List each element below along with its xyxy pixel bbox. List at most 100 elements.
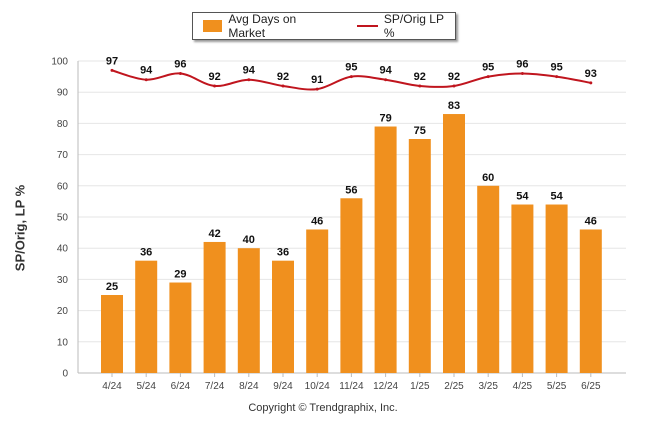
x-tick-label: 6/25: [581, 381, 601, 392]
bar: [272, 260, 294, 373]
bar: [477, 185, 500, 373]
bar: [340, 198, 363, 373]
bar: [237, 248, 260, 373]
y-tick-label: 10: [57, 337, 69, 348]
x-tick-label: 4/24: [102, 381, 122, 392]
y-tick-label: 80: [57, 119, 69, 130]
y-tick-label: 30: [57, 275, 69, 286]
bar-value-label: 83: [448, 100, 460, 112]
y-tick-label: 100: [51, 57, 68, 68]
x-tick-label: 3/25: [478, 381, 498, 392]
x-tick-label: 1/25: [410, 381, 430, 392]
bar-value-label: 36: [140, 247, 152, 259]
x-axis-ticks: 4/24 5/24 6/24 7/24 8/24 9/24 10/24 11/24 12/24 1…: [102, 373, 601, 392]
x-tick-label: 2/25: [444, 381, 464, 392]
y-axis-label: SP/Orig, LP %: [12, 184, 28, 272]
line-point: [589, 81, 593, 85]
bar: [203, 241, 226, 373]
y-tick-label: 90: [57, 88, 69, 99]
x-tick-label: 9/24: [273, 381, 293, 392]
y-tick-label: 50: [57, 213, 69, 224]
x-tick-label: 8/24: [239, 381, 259, 392]
bar-data-labels: 25 36 29 42 40 36 46 56 79 75 83 60 54 54 46: [106, 100, 597, 293]
line-value-label: 95: [345, 62, 357, 74]
bar: [408, 139, 431, 373]
bar-value-label: 42: [208, 228, 220, 240]
line-point: [247, 78, 251, 82]
y-tick-label: 20: [57, 306, 69, 317]
line-point: [555, 75, 559, 79]
bar-value-label: 36: [277, 247, 289, 259]
line-value-label: 97: [106, 55, 118, 67]
y-tick-label: 40: [57, 244, 69, 255]
line-point: [178, 71, 182, 75]
bar-value-label: 46: [585, 215, 597, 227]
line-value-label: 92: [277, 71, 289, 83]
bar-value-label: 75: [414, 125, 426, 137]
bar: [169, 282, 192, 373]
line-value-label: 92: [208, 71, 220, 83]
bar: [306, 229, 329, 373]
line-point: [315, 87, 319, 91]
legend-line-swatch: [356, 25, 378, 27]
line-value-label: 92: [414, 71, 426, 83]
legend-item-line[interactable]: SP/Orig LP %: [343, 12, 455, 40]
line-value-label: 96: [174, 58, 186, 70]
bar-value-label: 40: [243, 234, 255, 246]
bar: [443, 114, 465, 373]
line-point: [384, 78, 388, 82]
legend: Avg Days on Market SP/Orig LP %: [192, 12, 456, 40]
line-value-label: 95: [482, 62, 494, 74]
line-value-label: 92: [448, 71, 460, 83]
bar-value-label: 25: [106, 281, 118, 293]
bar-value-label: 56: [345, 184, 357, 196]
copyright-text: Copyright © Trendgraphix, Inc.: [248, 402, 398, 414]
bar-value-label: 79: [379, 113, 391, 125]
y-tick-label: 60: [57, 181, 69, 192]
x-tick-label: 4/25: [513, 381, 533, 392]
bar-value-label: 60: [482, 172, 494, 184]
bar: [101, 295, 123, 373]
line-value-label: 94: [243, 65, 256, 77]
line-value-label: 95: [550, 62, 562, 74]
line-point: [213, 84, 217, 88]
line-point: [452, 84, 456, 88]
bar: [511, 204, 534, 373]
x-tick-label: 5/24: [136, 381, 156, 392]
line-series: [110, 68, 593, 91]
bar: [135, 260, 158, 373]
line-value-label: 93: [585, 68, 597, 80]
x-tick-label: 10/24: [305, 381, 330, 392]
x-tick-label: 5/25: [547, 381, 567, 392]
line-point: [520, 71, 524, 75]
bar-value-label: 54: [516, 191, 529, 203]
x-tick-label: 6/24: [171, 381, 191, 392]
bar-value-label: 29: [174, 269, 186, 281]
y-tick-label: 70: [57, 150, 69, 161]
bar-value-label: 54: [550, 191, 563, 203]
legend-bar-swatch: [203, 20, 223, 32]
y-tick-label: 0: [62, 369, 68, 380]
bar: [374, 126, 397, 374]
legend-item-bars[interactable]: Avg Days on Market: [203, 12, 333, 40]
bar-series: [101, 114, 602, 374]
legend-label-bars: Avg Days on Market: [228, 12, 297, 40]
line-value-label: 94: [379, 65, 392, 77]
x-tick-label: 11/24: [339, 381, 364, 392]
line-value-label: 96: [516, 58, 528, 70]
line-point: [281, 84, 285, 88]
bar-value-label: 46: [311, 215, 323, 227]
line-value-label: 91: [311, 74, 323, 86]
line-point: [418, 84, 422, 88]
x-tick-label: 7/24: [205, 381, 225, 392]
line-point: [144, 78, 148, 82]
bar: [579, 229, 602, 373]
legend-label-line: SP/Orig LP %: [383, 12, 444, 40]
line-point: [110, 68, 114, 72]
line-data-labels: 97 94 96 92 94 92 91 95 94 92 92 95 96 95 93: [106, 55, 597, 86]
y-axis-ticks: 0 10 20 30 40 50 60 70 80 90 100: [51, 57, 68, 380]
line-point: [349, 75, 353, 79]
line-value-label: 94: [140, 65, 153, 77]
bar: [545, 204, 568, 373]
